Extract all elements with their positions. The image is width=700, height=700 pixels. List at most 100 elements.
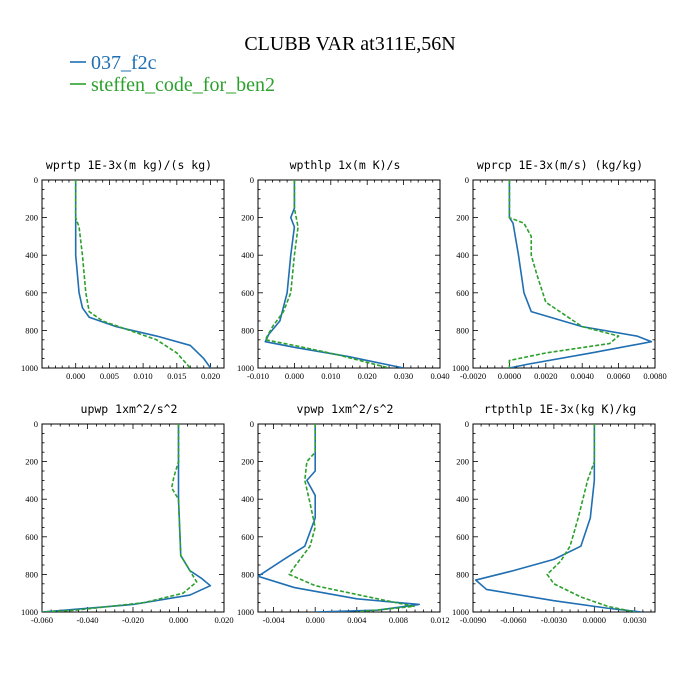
x-tick-label: 0.000 [285, 371, 304, 381]
y-tick-label: 800 [25, 569, 38, 579]
x-tick-label: -0.060 [31, 615, 53, 625]
x-tick-label: -0.0030 [541, 615, 567, 625]
series-line-steffen-code-for-ben2 [264, 180, 390, 368]
y-tick-label: 400 [456, 250, 469, 260]
x-tick-label: -0.0020 [460, 371, 486, 381]
y-tick-label: 200 [241, 213, 254, 223]
y-tick-label: 200 [456, 457, 469, 467]
y-tick-label: 0 [34, 419, 38, 429]
x-tick-label: 0.020 [201, 371, 220, 381]
y-tick-label: 400 [25, 250, 38, 260]
legend-entry-steffen-code-for-ben2: steffen_code_for_ben2 [70, 74, 275, 96]
series-line-037-f2c [508, 180, 653, 368]
panel-3: wprcp 1E-3x(m/s) (kg/kg) 0 200 400 600 800 100… [452, 158, 667, 381]
legend-label: 037_f2c [91, 52, 157, 74]
axis-frame [257, 423, 441, 613]
x-tick-label: 0.030 [394, 371, 413, 381]
y-tick-label: 0 [465, 175, 469, 185]
series-line-037-f2c [74, 180, 212, 368]
legend: 037_f2c steffen_code_for_ben2 [70, 52, 275, 96]
y-tick-label: 600 [456, 532, 469, 542]
x-tick-label: 0.020 [214, 615, 233, 625]
panel-4: upwp 1xm^2/s^2 0 200 400 600 800 1000-0.060 -0.… [21, 402, 234, 625]
panels-grid: wprtp 1E-3x(m kg)/(s kg) 0 200 400 600 800 100… [21, 158, 667, 625]
y-tick-label: 800 [25, 325, 38, 335]
y-tick-label: 400 [241, 494, 254, 504]
series-line-steffen-code-for-ben2 [42, 424, 198, 612]
x-tick-label: 0.004 [347, 615, 367, 625]
x-tick-label: -0.0090 [460, 615, 486, 625]
x-tick-label: 0.0030 [623, 615, 646, 625]
y-tick-label: 1000 [237, 607, 254, 617]
y-tick-label: 600 [241, 532, 254, 542]
y-tick-label: 600 [241, 288, 254, 298]
panel-title: vpwp 1xm^2/s^2 [297, 402, 394, 416]
y-tick-label: 0 [250, 419, 254, 429]
x-tick-label: 0.000 [306, 615, 325, 625]
y-tick-label: 1000 [21, 363, 38, 373]
panel-title: wprtp 1E-3x(m kg)/(s kg) [46, 158, 212, 172]
series-line-steffen-code-for-ben2 [508, 180, 620, 368]
y-tick-label: 0 [250, 175, 254, 185]
y-tick-label: 600 [456, 288, 469, 298]
x-tick-label: 0.0000 [498, 371, 521, 381]
panel-2: wpthlp 1x(m K)/s 0 200 400 600 800 1000-0.010 0… [237, 158, 450, 381]
x-tick-label: 0.0000 [583, 615, 606, 625]
series-line-037-f2c [474, 424, 642, 612]
panel-title: wprcp 1E-3x(m/s) (kg/kg) [477, 158, 643, 172]
axis-frame [41, 179, 225, 369]
x-tick-label: -0.004 [263, 615, 286, 625]
x-tick-label: 0.040 [430, 371, 449, 381]
series-line-037-f2c [258, 424, 420, 612]
x-tick-label: 0.010 [134, 371, 153, 381]
x-tick-label: 0.005 [100, 371, 119, 381]
series-line-steffen-code-for-ben2 [546, 424, 635, 612]
y-tick-label: 1000 [21, 607, 38, 617]
x-tick-label: 0.020 [358, 371, 377, 381]
y-tick-label: 200 [241, 457, 254, 467]
y-tick-label: 1000 [452, 363, 469, 373]
x-tick-label: -0.040 [77, 615, 99, 625]
y-tick-label: 600 [25, 532, 38, 542]
series-line-steffen-code-for-ben2 [288, 424, 415, 612]
axis-frame [257, 179, 441, 369]
y-tick-label: 200 [456, 213, 469, 223]
panel-6: rtpthlp 1E-3x(kg K)/kg02004006008001000-… [452, 402, 656, 625]
panel-5: vpwp 1xm^2/s^2 0 200 400 600 800 1000 -0.004 0.0… [237, 402, 450, 625]
y-tick-label: 1000 [452, 607, 469, 617]
x-tick-label: 0.0060 [607, 371, 630, 381]
axis-frame [472, 179, 656, 369]
x-tick-label: 0.000 [169, 615, 188, 625]
y-tick-label: 600 [25, 288, 38, 298]
figure-title: CLUBB VAR at311E,56N [244, 33, 455, 55]
x-tick-label: 0.0020 [534, 371, 557, 381]
y-tick-label: 400 [25, 494, 38, 504]
y-tick-label: 200 [25, 457, 38, 467]
x-tick-label: -0.020 [122, 615, 144, 625]
y-tick-label: 400 [241, 250, 254, 260]
series-line-steffen-code-for-ben2 [74, 180, 191, 368]
x-tick-label: 0.008 [389, 615, 408, 625]
y-tick-label: 400 [456, 494, 469, 504]
x-tick-label: -0.010 [247, 371, 269, 381]
x-tick-label: 0.015 [167, 371, 186, 381]
x-tick-label: 0.012 [430, 615, 449, 625]
legend-entry-037-f2c: 037_f2c [70, 52, 157, 74]
panel-title: rtpthlp 1E-3x(kg K)/kg [484, 402, 636, 416]
x-tick-label: 0.000 [66, 371, 85, 381]
series-line-037-f2c [264, 180, 404, 368]
x-tick-label: -0.0060 [500, 615, 526, 625]
series-line-037-f2c [42, 424, 212, 612]
y-tick-label: 800 [241, 569, 254, 579]
x-tick-label: 0.010 [321, 371, 340, 381]
y-tick-label: 0 [34, 175, 38, 185]
y-tick-label: 800 [241, 325, 254, 335]
y-tick-label: 800 [456, 325, 469, 335]
legend-label: steffen_code_for_ben2 [91, 74, 275, 96]
x-tick-label: 0.0040 [571, 371, 594, 381]
y-tick-label: 0 [465, 419, 469, 429]
y-tick-label: 800 [456, 569, 469, 579]
y-tick-label: 1000 [237, 363, 254, 373]
panel-title: upwp 1xm^2/s^2 [81, 402, 178, 416]
